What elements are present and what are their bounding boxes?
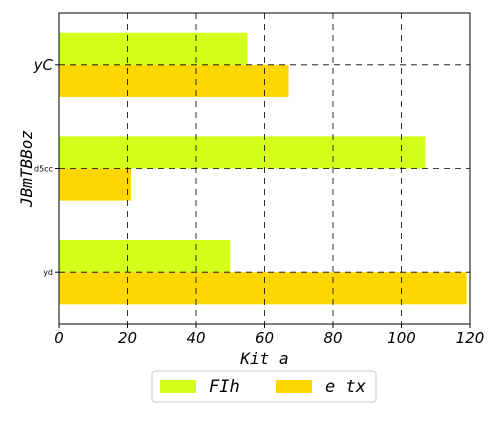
y-tick-label: yC [33, 56, 54, 74]
legend-label: e tx [325, 377, 367, 397]
bar-e-tx-yd [59, 272, 467, 305]
bar-e-tx-yC [59, 64, 289, 97]
y-tick-label: d5cc [34, 165, 53, 174]
x-tick-label: 40 [186, 329, 205, 347]
x-tick-label: 120 [456, 329, 485, 347]
x-tick-label: 20 [118, 329, 137, 347]
legend-box [151, 370, 377, 403]
grid-layer [59, 13, 470, 324]
y-axis-label: JBmTBBoz [17, 130, 36, 208]
y-tick-label: yd [43, 268, 53, 277]
y-axis-ticks: yd d5cc yC [33, 56, 59, 277]
x-axis-ticks: 0 20 40 60 80 100 120 [54, 324, 484, 347]
bar-FIh-yd [59, 240, 231, 273]
bar-FIh-yC [59, 32, 248, 65]
x-axis-label: Kit a [239, 349, 288, 368]
legend: FIh e tx [151, 370, 377, 403]
x-tick-label: 60 [255, 329, 274, 347]
x-tick-label: 80 [323, 329, 342, 347]
x-tick-label: 0 [54, 329, 64, 347]
legend-swatch [276, 380, 312, 393]
legend-swatch [160, 380, 196, 393]
bar-FIh-d5cc [59, 136, 426, 169]
bar-e-tx-d5cc [59, 168, 131, 201]
legend-label: FIh [209, 377, 240, 397]
x-tick-label: 100 [387, 329, 416, 347]
bars-layer [59, 32, 467, 305]
